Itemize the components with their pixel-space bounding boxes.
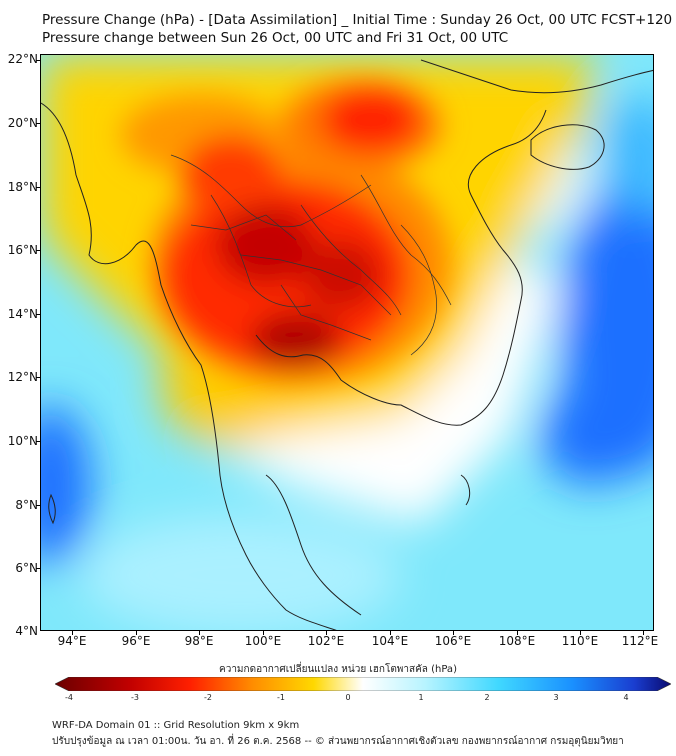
lon-tick bbox=[390, 631, 391, 635]
lat-label-6n: 6°N bbox=[15, 561, 38, 575]
colorbar-tick-minus1: -1 bbox=[277, 693, 285, 702]
lon-label-108e: 108°E bbox=[498, 634, 536, 648]
lat-tick bbox=[36, 250, 40, 251]
lat-tick bbox=[36, 60, 40, 61]
lon-tick bbox=[136, 631, 137, 635]
pressure-fall-core bbox=[121, 80, 451, 385]
colorbar-tick-1: 1 bbox=[418, 693, 424, 702]
lat-label-20n: 20°N bbox=[7, 116, 38, 130]
lat-tick bbox=[36, 123, 40, 124]
lon-label-112e: 112°E bbox=[621, 634, 659, 648]
lon-label-96e: 96°E bbox=[121, 634, 151, 648]
lat-tick bbox=[36, 568, 40, 569]
colorbar-tick-2: 2 bbox=[484, 693, 490, 702]
map-title: Pressure Change (hPa) - [Data Assimilati… bbox=[42, 12, 673, 28]
colorbar-tick-0: 0 bbox=[345, 693, 351, 702]
lat-tick bbox=[36, 377, 40, 378]
colorbar-tick-minus3: -3 bbox=[131, 693, 139, 702]
lat-tick bbox=[36, 441, 40, 442]
coastlines bbox=[41, 59, 653, 630]
lat-label-10n: 10°N bbox=[7, 434, 38, 448]
lat-label-18n: 18°N bbox=[7, 180, 38, 194]
lat-label-14n: 14°N bbox=[7, 307, 38, 321]
lon-label-106e: 106°E bbox=[434, 634, 472, 648]
lat-label-22n: 22°N bbox=[7, 52, 38, 66]
lon-tick bbox=[643, 631, 644, 635]
colorbar-tick-minus4: -4 bbox=[65, 693, 73, 702]
colorbar-tick-minus2: -2 bbox=[204, 693, 212, 702]
map-subtitle: Pressure change between Sun 26 Oct, 00 U… bbox=[42, 30, 509, 46]
lon-label-104e: 104°E bbox=[371, 634, 409, 648]
admin-borders bbox=[170, 154, 452, 356]
map-canvas bbox=[41, 55, 653, 630]
lat-label-4n: 4°N bbox=[15, 624, 38, 638]
lon-label-98e: 98°E bbox=[184, 634, 214, 648]
lat-label-16n: 16°N bbox=[7, 243, 38, 257]
lon-tick bbox=[326, 631, 327, 635]
pressure-change-map bbox=[40, 54, 654, 631]
lon-label-94e: 94°E bbox=[57, 634, 87, 648]
lon-tick bbox=[517, 631, 518, 635]
lon-tick bbox=[580, 631, 581, 635]
lat-tick bbox=[36, 505, 40, 506]
lon-label-110e: 110°E bbox=[561, 634, 599, 648]
colorbar bbox=[55, 677, 671, 691]
colorbar-tick-4: 4 bbox=[623, 693, 629, 702]
lon-tick bbox=[453, 631, 454, 635]
colorbar-title: ความกดอากาศเปลี่ยนแปลง หน่วย เฮกโตพาสคัล… bbox=[219, 664, 457, 675]
lat-label-12n: 12°N bbox=[7, 370, 38, 384]
lon-tick bbox=[263, 631, 264, 635]
lat-label-8n: 8°N bbox=[15, 498, 38, 512]
lon-label-102e: 102°E bbox=[307, 634, 345, 648]
lat-tick bbox=[36, 187, 40, 188]
lon-tick bbox=[72, 631, 73, 635]
footer-credit: ปรับปรุงข้อมูล ณ เวลา 01:00น. วัน อา. ที… bbox=[52, 736, 624, 747]
lon-label-100e: 100°E bbox=[244, 634, 282, 648]
lon-tick bbox=[199, 631, 200, 635]
colorbar-tick-3: 3 bbox=[553, 693, 559, 702]
lat-tick bbox=[36, 314, 40, 315]
footer-model-info: WRF-DA Domain 01 :: Grid Resolution 9km … bbox=[52, 720, 300, 731]
colorbar-gradient bbox=[55, 677, 671, 691]
